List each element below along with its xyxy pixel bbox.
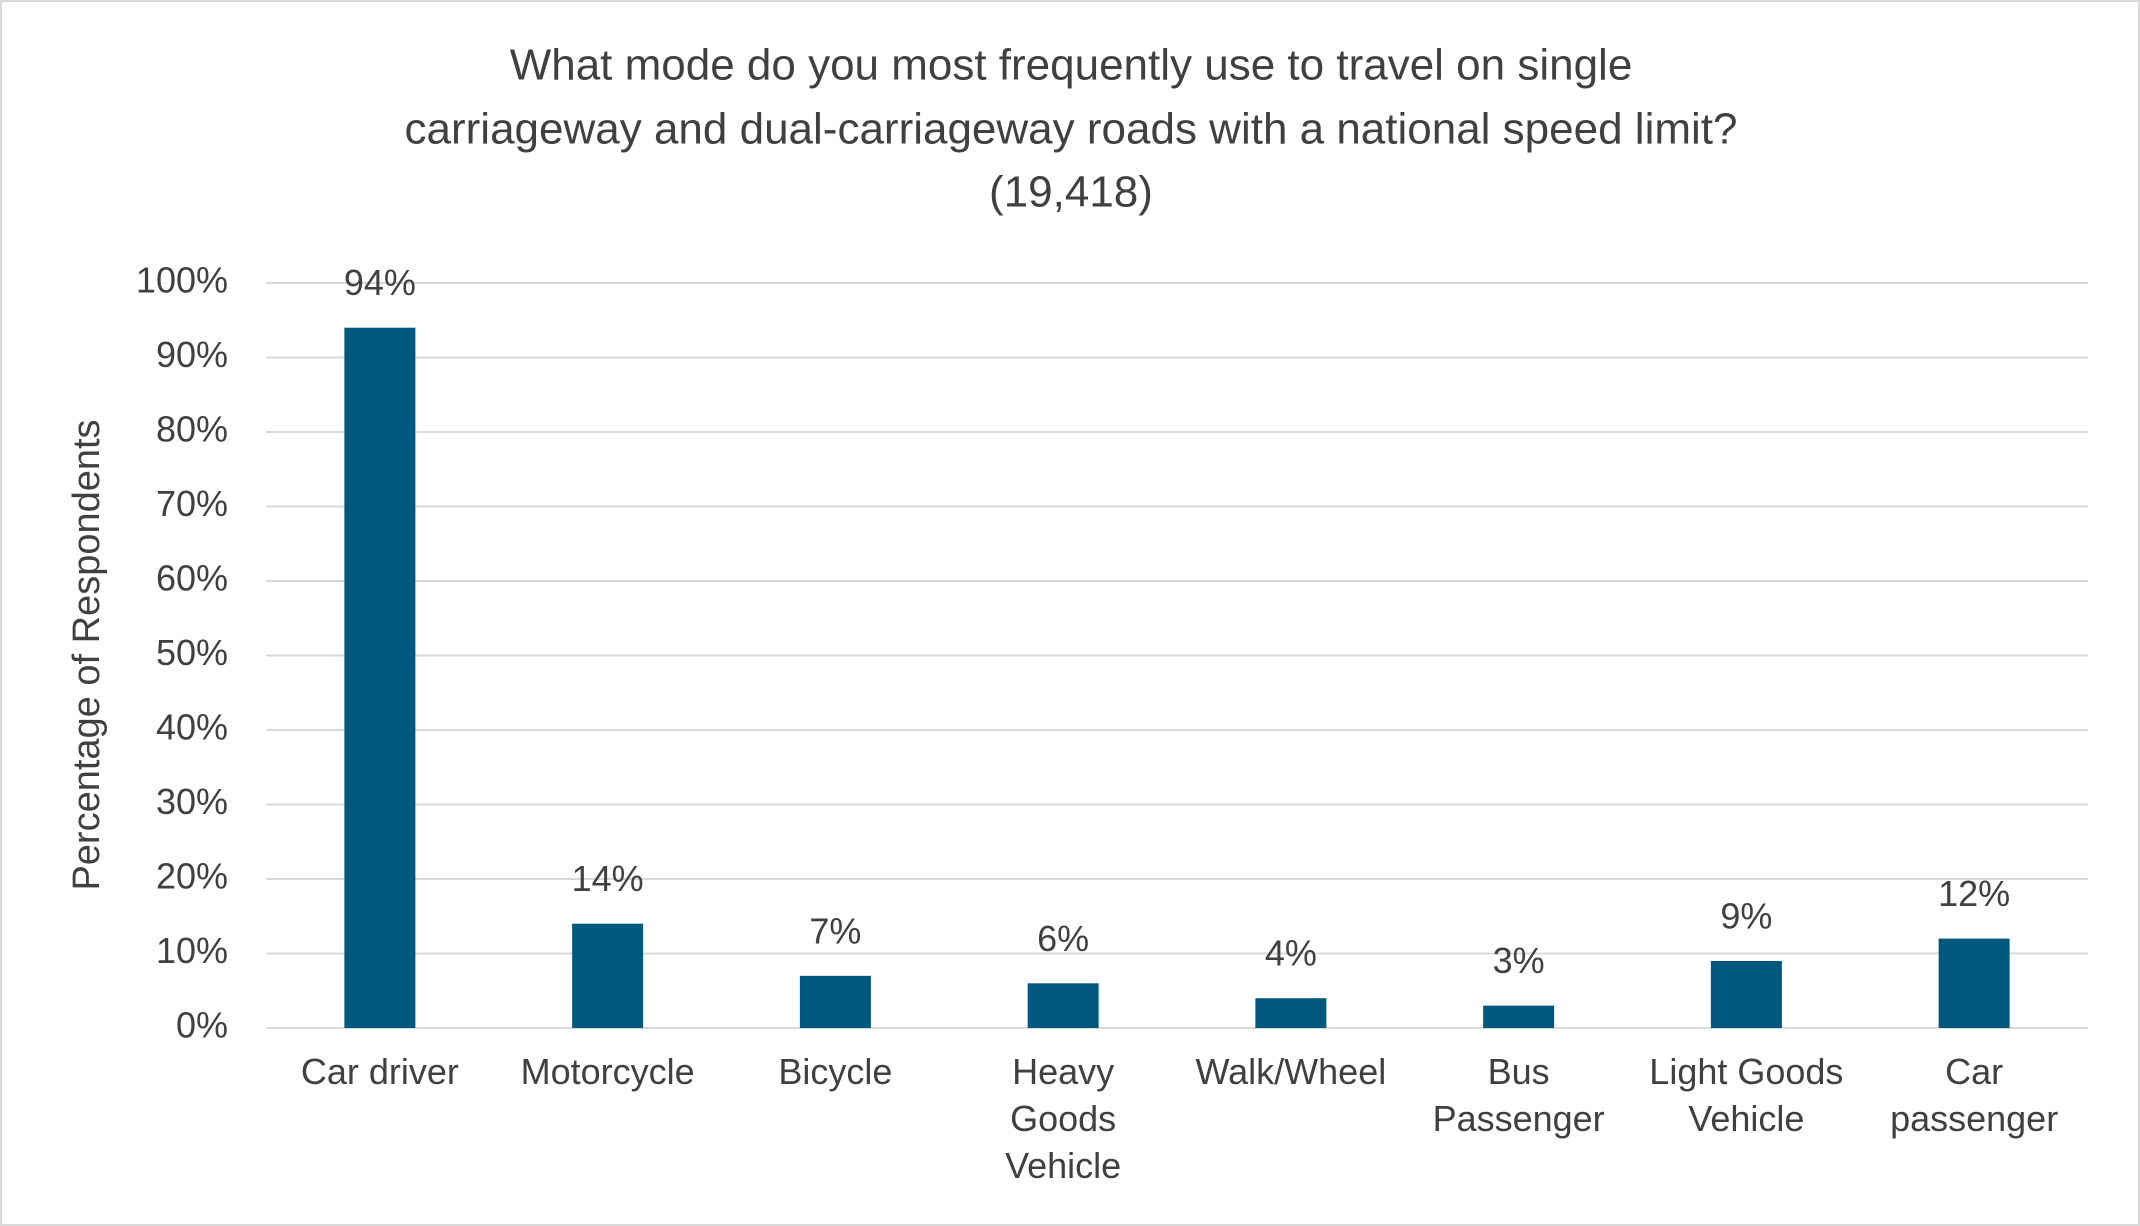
bar bbox=[1027, 983, 1099, 1028]
value-label: 9% bbox=[1720, 895, 1772, 936]
value-label: 94% bbox=[344, 262, 416, 303]
bar bbox=[799, 975, 871, 1028]
chart-title: What mode do you most frequently use to … bbox=[510, 41, 1633, 90]
y-tick-label: 60% bbox=[156, 558, 228, 599]
bar bbox=[1938, 938, 2010, 1028]
bar bbox=[572, 923, 644, 1028]
x-tick-label: Bus Passenger bbox=[1432, 1051, 1605, 1139]
y-axis-label: Percentage of Respondents bbox=[66, 419, 108, 890]
value-label: 12% bbox=[1938, 873, 2010, 914]
x-tick-label: Motorcycle bbox=[520, 1051, 695, 1092]
value-label: 4% bbox=[1265, 933, 1317, 974]
y-tick-label: 80% bbox=[156, 409, 228, 450]
value-label: 7% bbox=[809, 910, 861, 951]
y-tick-label: 10% bbox=[156, 930, 228, 971]
chart-title: carriageway and dual-carriageway roads w… bbox=[405, 105, 1738, 154]
bar bbox=[1483, 1005, 1555, 1028]
y-tick-label: 20% bbox=[156, 856, 228, 897]
x-tick-label: Walk/Wheel bbox=[1195, 1051, 1387, 1092]
chart-title: (19,418) bbox=[989, 168, 1153, 217]
bar bbox=[1710, 960, 1782, 1028]
y-tick-label: 0% bbox=[176, 1005, 228, 1046]
y-tick-label: 70% bbox=[156, 483, 228, 524]
value-label: 3% bbox=[1493, 940, 1545, 981]
y-tick-label: 50% bbox=[156, 632, 228, 673]
y-tick-label: 30% bbox=[156, 781, 228, 822]
y-tick-label: 40% bbox=[156, 707, 228, 748]
x-tick-label: Light Goods Vehicle bbox=[1649, 1051, 1844, 1139]
x-tick-label: Car driver bbox=[300, 1051, 459, 1092]
bar bbox=[344, 327, 416, 1028]
x-tick-label: Car passenger bbox=[1890, 1051, 2059, 1139]
x-tick-label: Bicycle bbox=[778, 1051, 893, 1092]
y-tick-label: 100% bbox=[136, 260, 228, 301]
bar bbox=[1255, 998, 1327, 1028]
y-tick-label: 90% bbox=[156, 334, 228, 375]
x-tick-label: Heavy Goods Vehicle bbox=[1005, 1051, 1122, 1186]
value-label: 6% bbox=[1037, 918, 1089, 959]
value-label: 14% bbox=[572, 858, 644, 899]
